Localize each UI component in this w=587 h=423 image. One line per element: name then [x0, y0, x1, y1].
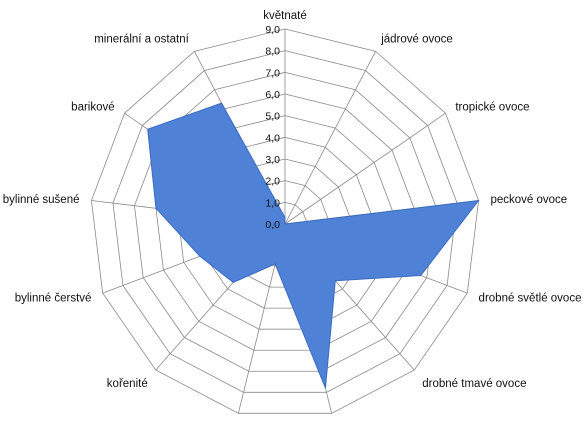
category-label: drobné tmavé ovoce — [422, 378, 526, 390]
series-area — [147, 102, 480, 389]
category-label: květnaté — [263, 10, 306, 22]
category-labels: květnaté jádrové ovoce tropické ovoce pecko… — [3, 10, 582, 390]
radial-axis-ticks: 0,0 1,0 2,0 3,0 4,0 5,0 6,0 7,0 8,0 9,0 — [265, 24, 280, 231]
category-label: tropické ovoce — [455, 101, 529, 113]
tick-label: 9,0 — [265, 24, 280, 36]
tick-label: 8,0 — [265, 46, 280, 58]
tick-label: 5,0 — [265, 111, 280, 123]
category-label: peckové ovoce — [490, 194, 567, 206]
tick-label: 1,0 — [265, 197, 280, 209]
grid-ring-8 — [112, 50, 458, 393]
tick-label: 0,0 — [265, 219, 280, 231]
category-label: drobné světlé ovoce — [479, 292, 582, 304]
category-label: barikové — [71, 101, 114, 113]
category-label: bylinné čerstvé — [15, 292, 92, 304]
tick-label: 7,0 — [265, 67, 280, 79]
tick-label: 3,0 — [265, 154, 280, 166]
tick-label: 4,0 — [265, 132, 280, 144]
category-label: kořenité — [107, 378, 148, 390]
tick-label: 2,0 — [265, 176, 280, 188]
category-label: bylinné sušené — [3, 194, 80, 206]
tick-label: 6,0 — [265, 89, 280, 101]
category-label: jádrové ovoce — [380, 34, 453, 46]
spoke-2 — [284, 112, 446, 225]
radar-series — [147, 102, 480, 389]
category-label: minerální a ostatní — [94, 34, 189, 46]
spoke-1 — [284, 51, 376, 225]
grid-ring-9 — [91, 28, 479, 414]
